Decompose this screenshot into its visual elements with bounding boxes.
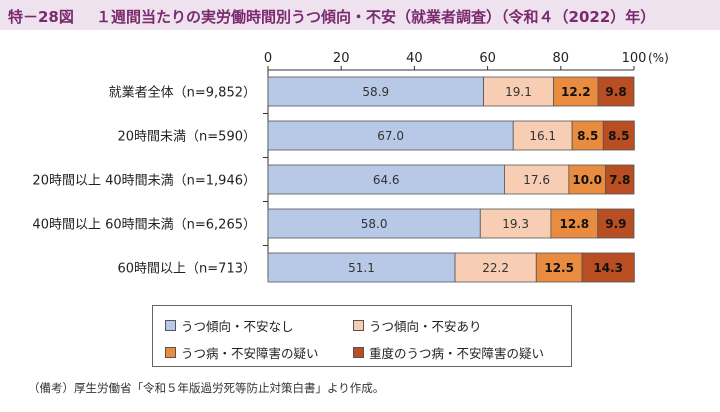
bar-4-2	[535, 252, 583, 283]
bar-1-0	[267, 120, 514, 151]
data-label-4-0: 51.1	[348, 261, 375, 275]
legend-label-2: うつ病・不安障害の疑い	[181, 346, 319, 361]
bar-2-0	[267, 164, 505, 195]
legend-swatch-0	[165, 320, 176, 331]
category-label-4: 60時間以上（n=713）	[118, 262, 257, 277]
data-label-2-2: 10.0	[572, 173, 602, 187]
legend-swatch-1	[353, 320, 364, 331]
bar-0-1	[483, 76, 554, 107]
bar-3-0	[267, 208, 481, 239]
bar-4-3	[581, 252, 635, 283]
category-label-2: 20時間以上 40時間未満（n=1,946）	[32, 174, 256, 189]
bar-2-3	[605, 164, 635, 195]
legend-item-1: うつ傾向・不安あり	[353, 316, 482, 335]
x-tick-label-4: 80	[553, 51, 570, 66]
category-label-0: 就業者全体（n=9,852）	[109, 85, 256, 101]
data-label-3-3: 9.9	[605, 217, 626, 231]
data-label-2-3: 7.8	[609, 173, 630, 187]
x-tick-label-3: 60	[479, 51, 496, 66]
legend: うつ傾向・不安なし うつ傾向・不安あり うつ病・不安障害の疑い 重度のうつ病・不…	[152, 305, 572, 367]
data-label-0-0: 58.9	[362, 85, 389, 99]
chart-title: １週間当たりの実労働時間別うつ傾向・不安（就業者調査）（令和４（2022）年）	[96, 8, 656, 26]
legend-label-1: うつ傾向・不安あり	[369, 319, 482, 334]
data-label-1-2: 8.5	[577, 129, 598, 143]
x-tick-label-1: 20	[333, 51, 350, 66]
data-label-2-1: 17.6	[523, 173, 550, 187]
data-label-1-1: 16.1	[529, 129, 556, 143]
bar-3-2	[550, 208, 599, 239]
data-label-1-3: 8.5	[608, 129, 629, 143]
data-label-4-2: 12.5	[544, 261, 574, 275]
legend-item-3: 重度のうつ病・不安障害の疑い	[353, 343, 544, 362]
legend-label-0: うつ傾向・不安なし	[181, 319, 294, 334]
data-label-0-1: 19.1	[505, 85, 532, 99]
data-label-3-1: 19.3	[502, 217, 529, 231]
category-label-3: 40時間以上 60時間未満（n=6,265）	[32, 218, 256, 233]
x-tick-label-2: 40	[406, 51, 423, 66]
data-label-0-2: 12.2	[561, 85, 591, 99]
legend-item-0: うつ傾向・不安なし	[165, 316, 294, 335]
data-label-3-2: 12.8	[560, 217, 590, 231]
bar-0-2	[553, 76, 599, 107]
category-label-1: 20時間未満（n=590）	[118, 130, 257, 145]
legend-swatch-3	[353, 347, 364, 358]
legend-item-2: うつ病・不安障害の疑い	[165, 343, 319, 362]
data-label-4-3: 14.3	[593, 261, 623, 275]
bar-0-0	[267, 76, 484, 107]
chart: 0 20 40 60 80 100 (%) 就業者全体（n=9,852） 58.9 19.1 12.…	[32, 51, 669, 283]
bar-1-3	[602, 120, 635, 151]
data-label-2-0: 64.6	[373, 173, 400, 187]
bar-4-0	[267, 252, 456, 283]
data-label-4-1: 22.2	[482, 261, 509, 275]
data-label-1-0: 67.0	[377, 129, 404, 143]
source-note: （備考）厚生労働省「令和５年版過労死等防止対策白書」より作成。	[28, 381, 385, 395]
x-tick-label-0: 0	[264, 51, 272, 66]
figure-label: 特－28図	[8, 8, 74, 26]
bar-0-3	[597, 76, 635, 107]
bar-3-3	[597, 208, 635, 239]
bar-2-1	[504, 164, 570, 195]
legend-label-3: 重度のうつ病・不安障害の疑い	[369, 346, 545, 361]
title-bar: 特－28図 １週間当たりの実労働時間別うつ傾向・不安（就業者調査）（令和４（20…	[0, 0, 720, 30]
bar-3-1	[479, 208, 552, 239]
legend-swatch-2	[165, 347, 176, 358]
data-label-0-3: 9.8	[605, 85, 626, 99]
x-tick-label-5: 100	[622, 51, 647, 66]
bar-1-1	[512, 120, 573, 151]
data-label-3-0: 58.0	[361, 217, 388, 231]
x-unit-label: (%)	[648, 51, 669, 65]
